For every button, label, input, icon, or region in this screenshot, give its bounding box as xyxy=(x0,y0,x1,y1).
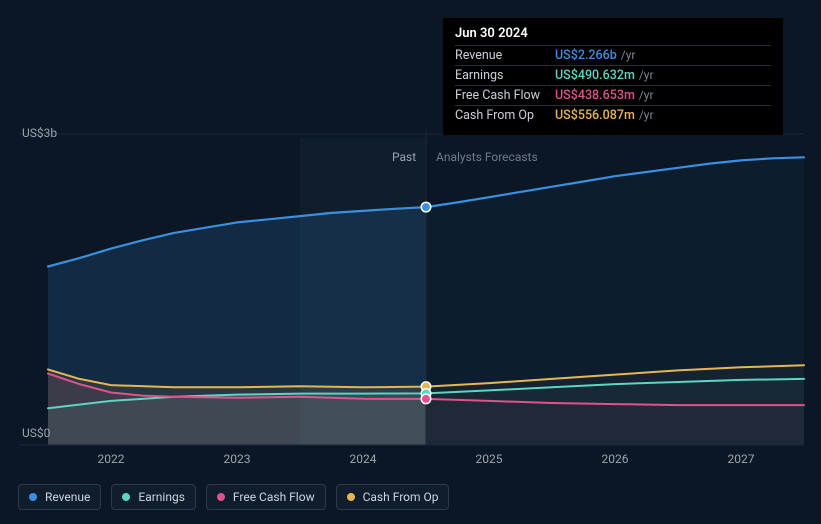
legend-dot-icon xyxy=(347,493,355,501)
tooltip-row-value: US$2.266b xyxy=(555,48,617,63)
tooltip-row-value: US$490.632m xyxy=(555,68,635,83)
legend-item-label: Cash From Op xyxy=(363,490,439,504)
xaxis-tick: 2026 xyxy=(602,452,629,466)
tooltip-title: Jun 30 2024 xyxy=(455,26,771,45)
legend-dot-icon xyxy=(217,493,225,501)
xaxis-tick: 2022 xyxy=(98,452,125,466)
tooltip-row: RevenueUS$2.266b/yr xyxy=(455,45,771,65)
chart-legend: Revenue Earnings Free Cash Flow Cash From O… xyxy=(18,484,449,510)
xaxis-tick: 2027 xyxy=(728,452,755,466)
tooltip-row-unit: /yr xyxy=(621,48,636,62)
legend-item-label: Earnings xyxy=(138,490,185,504)
legend-item-revenue[interactable]: Revenue xyxy=(18,484,101,510)
xaxis-tick: 2023 xyxy=(224,452,251,466)
tooltip-row-label: Revenue xyxy=(455,48,555,63)
legend-dot-icon xyxy=(122,493,130,501)
legend-item-cfo[interactable]: Cash From Op xyxy=(336,484,450,510)
yaxis-tick-min: US$0 xyxy=(22,426,50,440)
past-section-label: Past xyxy=(392,150,416,164)
chart-tooltip: Jun 30 2024 RevenueUS$2.266b/yrEarningsU… xyxy=(443,18,783,135)
xaxis-tick: 2025 xyxy=(476,452,503,466)
legend-dot-icon xyxy=(29,493,37,501)
tooltip-row: Cash From OpUS$556.087m/yr xyxy=(455,105,771,125)
tooltip-row-value: US$556.087m xyxy=(555,108,635,123)
legend-item-fcf[interactable]: Free Cash Flow xyxy=(206,484,326,510)
legend-item-earnings[interactable]: Earnings xyxy=(111,484,196,510)
tooltip-row-label: Earnings xyxy=(455,68,555,83)
tooltip-row: Free Cash FlowUS$438.653m/yr xyxy=(455,85,771,105)
tooltip-row-unit: /yr xyxy=(639,68,654,82)
tooltip-row: EarningsUS$490.632m/yr xyxy=(455,65,771,85)
forecast-section-label: Analysts Forecasts xyxy=(436,150,538,164)
tooltip-row-value: US$438.653m xyxy=(555,88,635,103)
tooltip-row-unit: /yr xyxy=(639,108,654,122)
legend-item-label: Free Cash Flow xyxy=(233,490,315,504)
yaxis-tick-max: US$3b xyxy=(22,126,57,140)
earnings-revenue-chart: US$3b US$0 Past Analysts Forecasts 2022 2… xyxy=(0,0,821,524)
tooltip-row-unit: /yr xyxy=(639,88,654,102)
legend-item-label: Revenue xyxy=(45,490,90,504)
xaxis-tick: 2024 xyxy=(350,452,377,466)
tooltip-row-label: Free Cash Flow xyxy=(455,88,555,103)
tooltip-row-label: Cash From Op xyxy=(455,108,555,123)
